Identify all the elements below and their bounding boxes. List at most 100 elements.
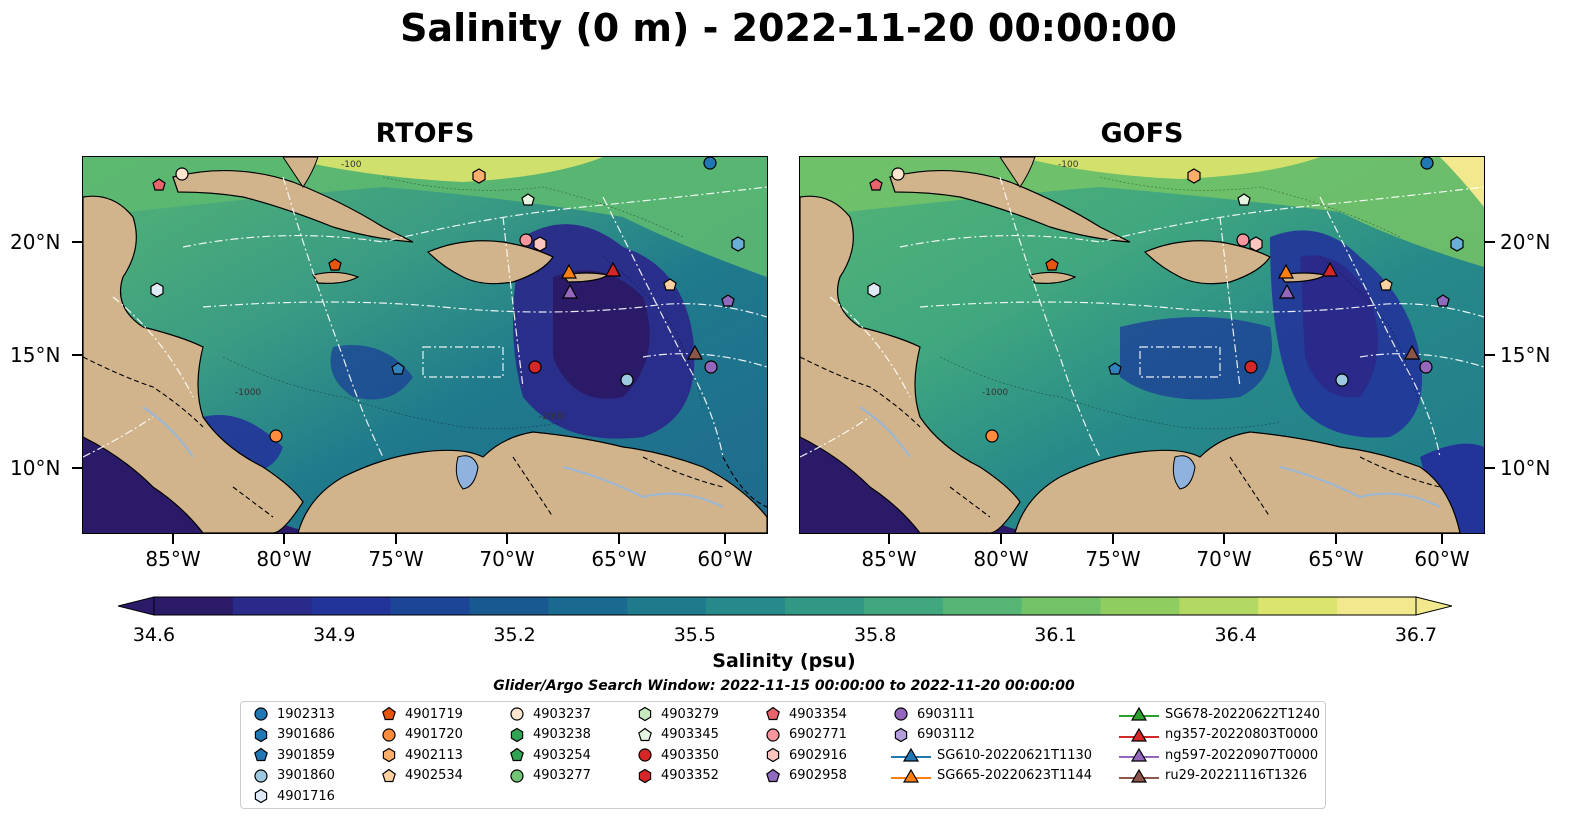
float-marker-4903350[interactable] [1244, 360, 1258, 374]
hexagon-marker-icon [891, 725, 911, 745]
float-marker-6903111[interactable] [704, 360, 718, 374]
legend: 1902313 3901686 3901859 3901860 4901716 49017… [240, 701, 1326, 809]
float-marker-4902534[interactable] [1379, 278, 1393, 291]
float-marker-4903354[interactable] [152, 178, 166, 191]
colorbar-segment [627, 597, 707, 615]
float-marker-4901720[interactable] [269, 429, 283, 443]
legend-item: 4903277 [507, 766, 591, 786]
float-marker-3901859[interactable] [391, 362, 405, 375]
pentagon-marker-icon [379, 704, 399, 724]
legend-item: ng357-20220803T0000 [1119, 725, 1318, 745]
legend-item: 4903279 [635, 704, 719, 724]
float-marker-4901716[interactable] [150, 282, 164, 298]
colorbar-segment [863, 597, 944, 615]
float-marker-4901716[interactable] [867, 282, 881, 298]
float-marker-6902958[interactable] [721, 294, 735, 307]
legend-label: 6902916 [789, 747, 847, 763]
float-marker-4901719[interactable] [1045, 258, 1059, 271]
pentagon-marker-icon [635, 725, 655, 745]
legend-label: 6902771 [789, 727, 847, 742]
legend-label: 4903350 [661, 747, 719, 763]
legend-label: SG678-20220622T1240 [1165, 706, 1321, 722]
glider-marker-sg665[interactable] [1277, 263, 1295, 279]
legend-label: 4903237 [533, 706, 591, 722]
legend-item: 4903237 [507, 704, 591, 724]
float-marker-6902771[interactable] [1236, 233, 1250, 247]
pentagon-marker-icon [251, 745, 271, 765]
float-marker-4901720[interactable] [985, 429, 999, 443]
lon-label-80w: 80°W [256, 547, 312, 571]
colorbar-segment [1337, 597, 1417, 615]
float-marker-3901860[interactable] [620, 373, 634, 387]
float-marker-4903345[interactable] [1237, 193, 1251, 206]
float-marker-4901719[interactable] [328, 258, 342, 271]
hexagon-marker-icon [635, 766, 655, 786]
legend-label: 4903277 [533, 768, 591, 783]
lon-label-75w: 75°W [368, 547, 424, 571]
legend-label: ng357-20220803T0000 [1165, 727, 1319, 742]
float-marker-1902313[interactable] [703, 157, 717, 170]
lat-label-15n: 15°N [1500, 343, 1551, 367]
float-marker-6902916[interactable] [1249, 236, 1263, 252]
float-marker-3901860[interactable] [1335, 373, 1349, 387]
hexagon-marker-icon [379, 745, 399, 765]
float-marker-4902113[interactable] [1187, 168, 1201, 184]
colorbar-segment [1021, 597, 1101, 615]
legend-item: 4903352 [635, 766, 719, 786]
legend-label: 6903111 [917, 706, 975, 722]
salinity-colorbar [118, 596, 1452, 616]
float-marker-3901686[interactable] [1450, 236, 1464, 252]
float-marker-3901686[interactable] [731, 236, 745, 252]
circle-marker-icon [251, 766, 271, 786]
lat-label-15n: 15°N [10, 343, 61, 367]
float-marker-3901859[interactable] [1108, 362, 1122, 375]
pentagon-marker-icon [507, 745, 527, 765]
colorbar-tick-label: 36.4 [1214, 624, 1257, 646]
float-marker-1902313[interactable] [1420, 157, 1434, 170]
lon-label-80w: 80°W [973, 547, 1029, 571]
glider-marker-ng597[interactable] [561, 283, 579, 299]
lat-label-20n: 20°N [10, 230, 61, 254]
colorbar-segment [1258, 597, 1338, 615]
glider-marker-ru29[interactable] [1403, 344, 1421, 360]
circle-marker-icon [379, 725, 399, 745]
legend-item: 6902916 [763, 745, 847, 765]
colorbar-tick-label: 35.2 [493, 624, 536, 646]
float-marker-6902958[interactable] [1436, 294, 1450, 307]
float-marker-4902534[interactable] [663, 278, 677, 291]
float-marker-4903354[interactable] [869, 178, 883, 191]
legend-item: ru29-20221116T1326 [1119, 766, 1307, 786]
colorbar-min-extension [118, 596, 155, 616]
glider-marker-ng357[interactable] [1321, 261, 1339, 277]
glider-marker-sg665[interactable] [560, 263, 578, 279]
float-marker-4903237[interactable] [175, 167, 189, 181]
legend-label: 3901686 [277, 727, 335, 742]
legend-item: 4903354 [763, 704, 847, 724]
colorbar-frame [153, 596, 1417, 616]
float-marker-6902771[interactable] [519, 233, 533, 247]
colorbar-tick-label: 34.6 [132, 624, 176, 646]
glider-marker-ng357[interactable] [604, 261, 622, 277]
glider-marker-ru29[interactable] [686, 344, 704, 360]
legend-label: SG610-20220621T1130 [937, 747, 1093, 763]
pentagon-marker-icon [379, 766, 399, 786]
colorbar-segment [942, 597, 1023, 615]
float-marker-4902113[interactable] [472, 168, 486, 184]
float-marker-4903350[interactable] [528, 360, 542, 374]
hexagon-marker-icon [251, 786, 271, 806]
legend-label: 4902113 [405, 747, 463, 763]
colorbar-segment [390, 597, 470, 615]
lon-label-65w: 65°W [591, 547, 647, 571]
legend-label: 3901859 [277, 747, 335, 763]
float-marker-6903111[interactable] [1419, 360, 1433, 374]
panel-title-rtofs: RTOFS [375, 118, 475, 149]
glider-marker-ng597[interactable] [1278, 283, 1296, 299]
float-marker-6902916[interactable] [533, 236, 547, 252]
float-marker-4903237[interactable] [891, 167, 905, 181]
lat-label-10n: 10°N [1500, 456, 1551, 480]
legend-label: 1902313 [277, 706, 335, 722]
triangle-line-marker-icon [1119, 704, 1159, 724]
float-marker-4903345[interactable] [521, 193, 535, 206]
search-window-caption: Glider/Argo Search Window: 2022-11-15 00… [493, 678, 1075, 694]
contour-label: -1000 [982, 388, 1008, 398]
